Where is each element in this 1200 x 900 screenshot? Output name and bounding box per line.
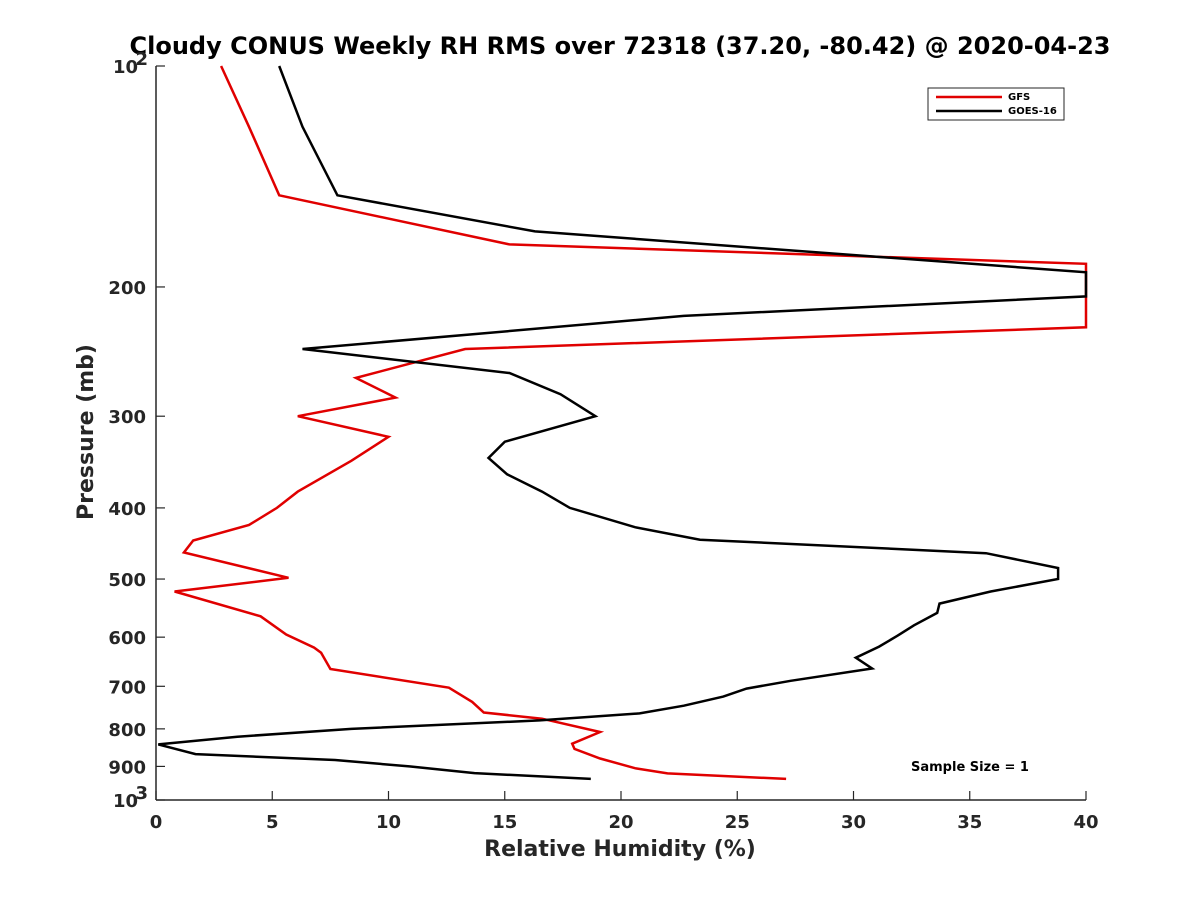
y-tick-label: 400 [108,499,146,520]
y-tick-exponent: 2 [135,49,148,70]
legend-box [927,87,1065,121]
series-line-goes-16 [157,65,1088,781]
y-tick-label: 600 [108,628,146,649]
y-tick-label: 500 [108,570,146,591]
y-tick-label: 10 [113,791,138,812]
x-tick-label: 30 [841,812,866,833]
y-tick-label: 700 [108,677,146,698]
x-tick-label: 25 [725,812,750,833]
y-tick-label: 200 [108,278,146,299]
x-tick-label: 35 [957,812,982,833]
chart-title: Cloudy CONUS Weekly RH RMS over 72318 (3… [130,32,1111,60]
x-tick-label: 15 [492,812,517,833]
x-tick-label: 5 [266,812,279,833]
legend-label-goes16: GOES-16 [1008,106,1057,117]
plot-axes [155,66,1086,801]
series-layer [157,65,1088,781]
y-axis-label: Pressure (mb) [74,344,99,520]
y-tick-label: 300 [108,407,146,428]
legend-label-gfs: GFS [1008,92,1030,103]
x-tick-label: 20 [608,812,633,833]
sample-size-annotation: Sample Size = 1 [911,760,1029,775]
y-tick-label: 800 [108,720,146,741]
y-tick-label: 900 [108,757,146,778]
legend: GFS GOES-16 [927,87,1065,121]
y-tick-exponent: 3 [135,783,148,804]
y-tick-label: 10 [113,57,138,78]
x-tick-label: 0 [150,812,163,833]
x-axis-label: Relative Humidity (%) [484,837,756,862]
x-tick-label: 10 [376,812,401,833]
series-line-gfs [174,65,1088,781]
x-tick-label: 40 [1073,812,1098,833]
axis-ticks: 0 5 10 15 20 25 30 35 40102200300400500600700800… [108,49,1098,833]
